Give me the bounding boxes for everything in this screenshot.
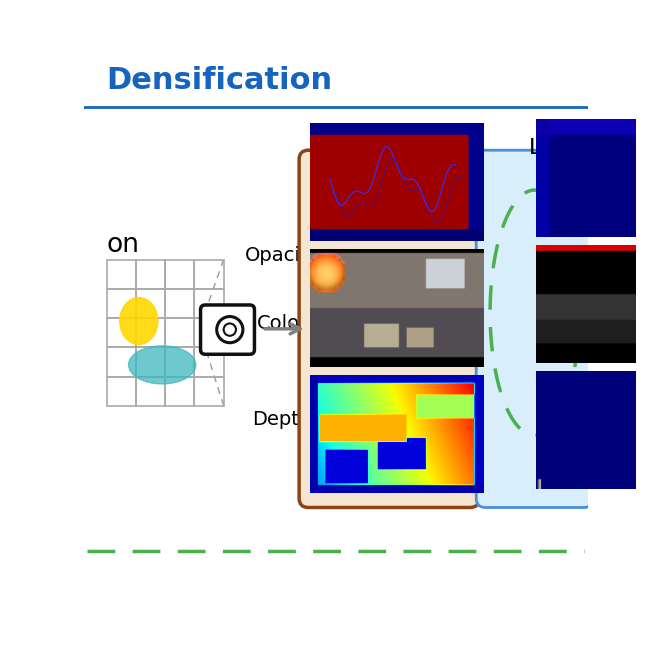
Text: Color: Color <box>257 314 308 333</box>
FancyBboxPatch shape <box>299 150 479 508</box>
FancyBboxPatch shape <box>200 305 254 354</box>
Bar <box>136 289 165 318</box>
Text: Depth: Depth <box>253 410 312 429</box>
Bar <box>107 318 136 347</box>
Bar <box>195 377 223 406</box>
Bar <box>136 377 165 406</box>
Bar <box>136 347 165 377</box>
Bar <box>165 347 195 377</box>
Bar <box>107 377 136 406</box>
Bar <box>195 259 223 289</box>
Text: Densification: Densification <box>107 66 333 95</box>
Bar <box>107 289 136 318</box>
Bar <box>107 347 136 377</box>
Text: on: on <box>107 232 140 258</box>
Bar <box>136 259 165 289</box>
Bar <box>165 318 195 347</box>
Text: Rendered images: Rendered images <box>310 140 468 158</box>
Bar <box>195 289 223 318</box>
Text: Opacity: Opacity <box>245 246 320 265</box>
Bar <box>107 259 136 289</box>
Ellipse shape <box>128 346 196 384</box>
Bar <box>165 259 195 289</box>
Bar <box>136 318 165 347</box>
Bar <box>195 318 223 347</box>
Bar <box>165 377 195 406</box>
Bar <box>195 347 223 377</box>
Ellipse shape <box>120 297 158 345</box>
Text: L: L <box>529 138 541 158</box>
FancyBboxPatch shape <box>476 150 593 508</box>
Bar <box>165 289 195 318</box>
